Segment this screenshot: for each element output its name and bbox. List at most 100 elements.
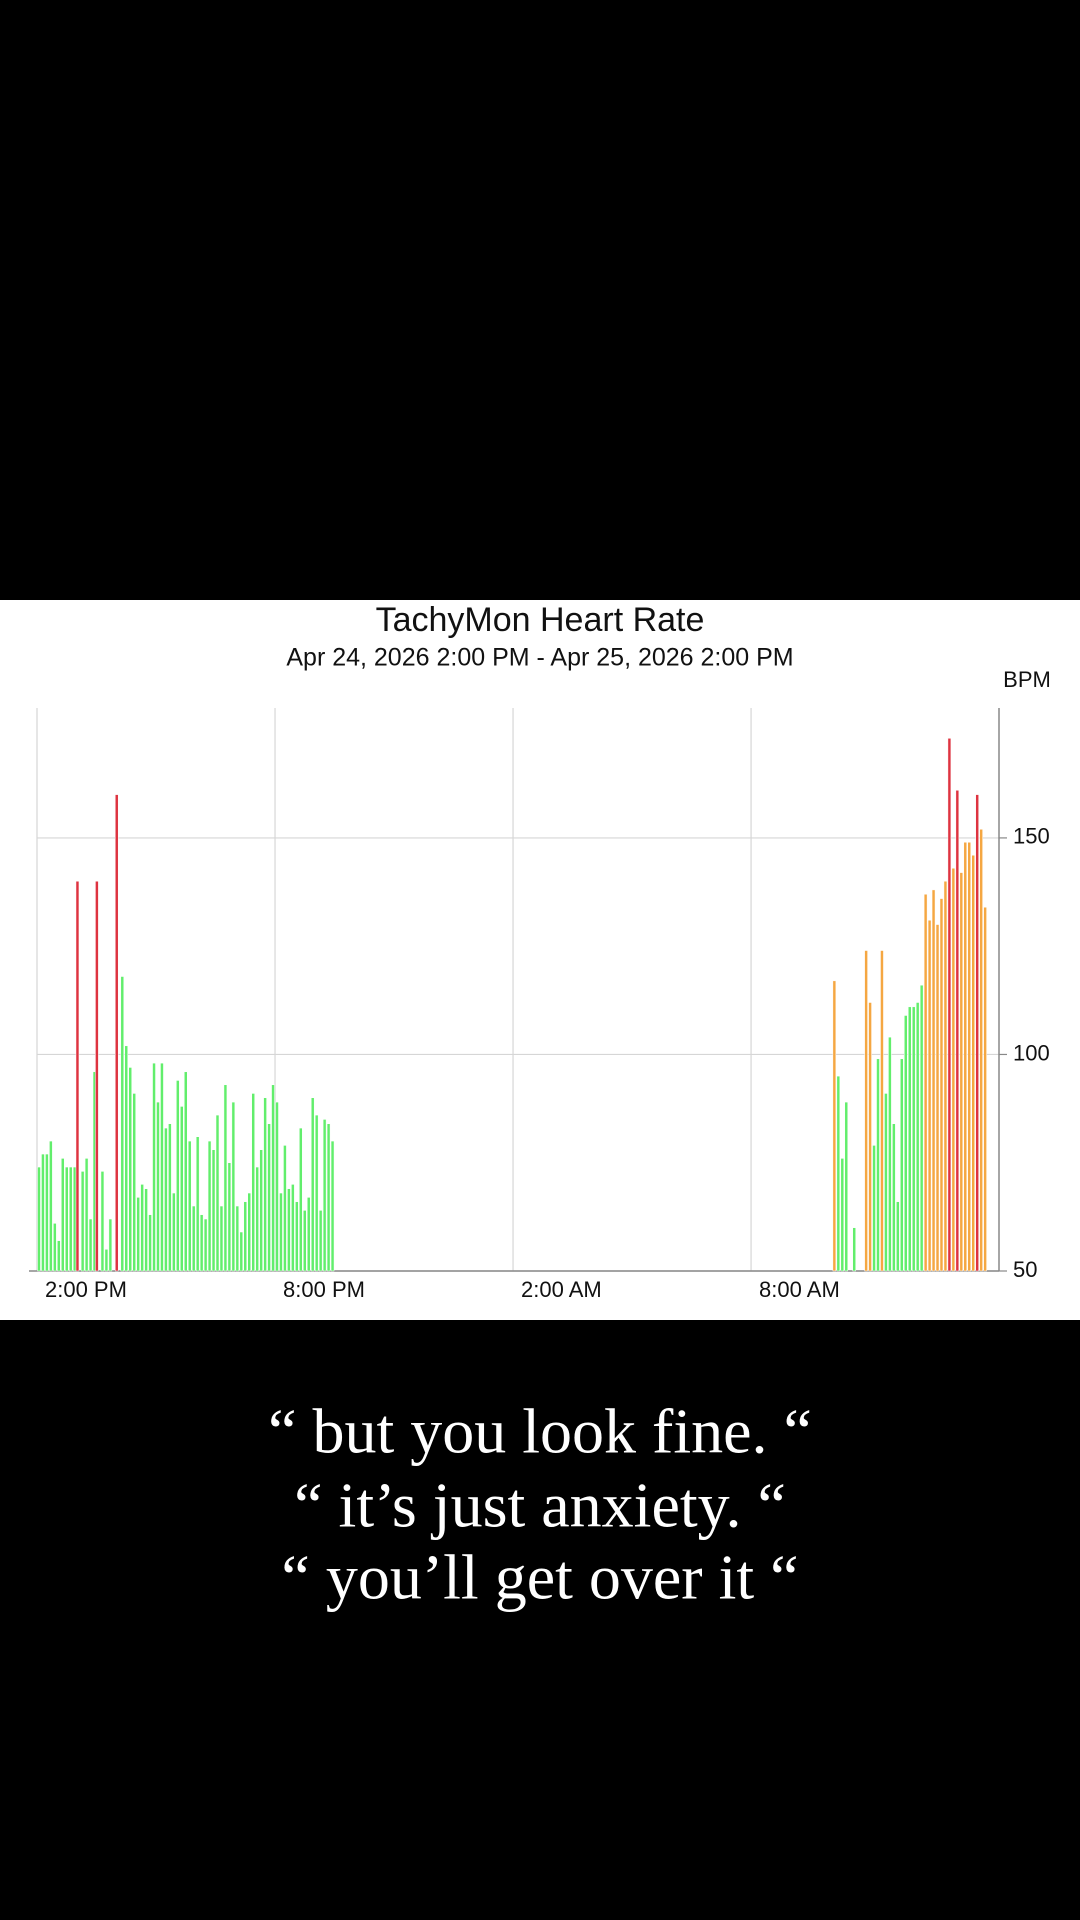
bar bbox=[291, 1184, 295, 1272]
bar bbox=[49, 1140, 53, 1272]
quote-line: “ but you look fine. “ bbox=[268, 1396, 812, 1467]
bar bbox=[840, 1158, 845, 1272]
bar bbox=[84, 1158, 89, 1272]
bar bbox=[864, 950, 868, 1272]
bar bbox=[832, 980, 837, 1272]
bar bbox=[884, 1093, 888, 1272]
bar bbox=[872, 1145, 876, 1272]
bar bbox=[939, 898, 944, 1272]
bar bbox=[275, 1101, 279, 1272]
bar bbox=[915, 1002, 920, 1272]
bar bbox=[156, 1101, 160, 1272]
bar bbox=[65, 1166, 69, 1272]
quote-line: “ it’s just anxiety. “ bbox=[294, 1470, 786, 1541]
y-tick-label: 50 bbox=[1013, 1257, 1037, 1282]
bar bbox=[195, 1136, 200, 1272]
bar bbox=[53, 1223, 57, 1272]
bar bbox=[880, 950, 884, 1272]
bar bbox=[180, 1106, 184, 1272]
bar bbox=[330, 1140, 335, 1272]
bar bbox=[923, 893, 928, 1272]
bar bbox=[104, 1249, 109, 1272]
bar bbox=[108, 1218, 113, 1272]
bar bbox=[326, 1123, 331, 1272]
bar bbox=[947, 738, 952, 1272]
bar bbox=[61, 1158, 65, 1272]
bar bbox=[124, 1045, 128, 1272]
bar bbox=[136, 1197, 140, 1272]
bar bbox=[267, 1123, 271, 1272]
x-tick-label: 8:00 AM bbox=[759, 1277, 840, 1302]
bar bbox=[207, 1140, 212, 1272]
bar bbox=[911, 1006, 916, 1272]
bar bbox=[259, 1149, 263, 1272]
bar bbox=[211, 1149, 216, 1272]
bar bbox=[199, 1214, 204, 1272]
bar bbox=[144, 1188, 148, 1272]
x-tick-label: 8:00 PM bbox=[283, 1277, 365, 1302]
bar bbox=[836, 1075, 841, 1272]
bar bbox=[215, 1114, 220, 1272]
bar bbox=[935, 924, 940, 1272]
bar bbox=[235, 1205, 240, 1272]
bar bbox=[41, 1153, 45, 1272]
bar bbox=[80, 1171, 85, 1272]
bar bbox=[844, 1101, 849, 1272]
bar bbox=[299, 1127, 303, 1272]
bar bbox=[279, 1192, 283, 1272]
bar bbox=[100, 1171, 105, 1272]
bar bbox=[68, 1166, 73, 1272]
bar bbox=[227, 1162, 232, 1272]
bar bbox=[971, 854, 975, 1272]
bar bbox=[303, 1210, 307, 1272]
bar bbox=[251, 1093, 255, 1272]
bar bbox=[852, 1227, 856, 1272]
bar bbox=[239, 1231, 244, 1272]
quote-line: “ you’ll get over it “ bbox=[281, 1542, 798, 1613]
bar bbox=[57, 1240, 61, 1272]
bar bbox=[904, 1015, 908, 1272]
bar bbox=[247, 1192, 251, 1272]
chart-panel bbox=[0, 600, 1080, 1320]
chart-title: TachyMon Heart Rate bbox=[376, 601, 705, 639]
bar bbox=[287, 1188, 291, 1272]
bar bbox=[943, 880, 948, 1272]
bar bbox=[955, 790, 960, 1272]
bar bbox=[152, 1062, 156, 1272]
bar bbox=[219, 1205, 224, 1272]
bar bbox=[900, 1058, 904, 1272]
bar bbox=[95, 880, 99, 1272]
chart-subtitle: Apr 24, 2026 2:00 PM - Apr 25, 2026 2:00… bbox=[286, 644, 793, 672]
bar bbox=[927, 919, 932, 1272]
bar bbox=[318, 1210, 323, 1272]
bar bbox=[959, 872, 964, 1272]
bar bbox=[271, 1084, 275, 1272]
bar bbox=[283, 1145, 287, 1272]
bar bbox=[888, 1036, 892, 1272]
bar bbox=[114, 794, 119, 1272]
bar bbox=[120, 976, 125, 1272]
bar bbox=[140, 1184, 144, 1272]
bar bbox=[172, 1192, 176, 1272]
bar bbox=[203, 1218, 208, 1272]
bar bbox=[983, 906, 987, 1272]
bar bbox=[951, 867, 956, 1272]
bar bbox=[223, 1084, 228, 1272]
bar bbox=[314, 1114, 319, 1272]
bar bbox=[187, 1140, 192, 1272]
bar bbox=[45, 1153, 49, 1272]
bar bbox=[310, 1097, 315, 1272]
bar bbox=[164, 1127, 168, 1272]
bar bbox=[160, 1062, 164, 1272]
bar bbox=[908, 1006, 912, 1272]
bar bbox=[148, 1214, 152, 1272]
bar bbox=[868, 1002, 872, 1272]
bar bbox=[191, 1205, 196, 1272]
bar bbox=[132, 1093, 136, 1272]
bar bbox=[896, 1201, 900, 1272]
x-tick-label: 2:00 PM bbox=[45, 1277, 127, 1302]
bar bbox=[892, 1123, 896, 1272]
bar bbox=[967, 842, 971, 1272]
bar bbox=[176, 1080, 180, 1272]
